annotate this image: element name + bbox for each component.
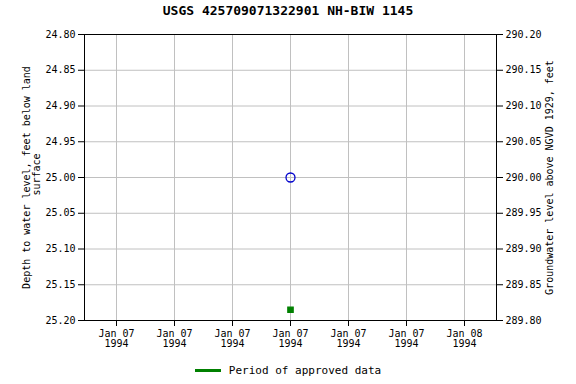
svg-text:Groundwater level above NGVD 1: Groundwater level above NGVD 1929, feet <box>544 60 555 295</box>
svg-text:290.20: 290.20 <box>506 29 542 40</box>
svg-text:24.95: 24.95 <box>45 136 75 147</box>
svg-text:289.95: 289.95 <box>506 207 542 218</box>
svg-text:290.00: 290.00 <box>506 172 542 183</box>
svg-text:Jan 071994: Jan 071994 <box>272 328 308 349</box>
svg-text:289.85: 289.85 <box>506 279 542 290</box>
svg-text:25.20: 25.20 <box>45 315 75 326</box>
svg-text:25.15: 25.15 <box>45 279 75 290</box>
svg-text:Jan 071994: Jan 071994 <box>388 328 424 349</box>
svg-text:25.10: 25.10 <box>45 243 75 254</box>
svg-text:24.90: 24.90 <box>45 100 75 111</box>
svg-text:25.00: 25.00 <box>45 172 75 183</box>
svg-text:Jan 071994: Jan 071994 <box>214 328 250 349</box>
svg-text:290.05: 290.05 <box>506 136 542 147</box>
svg-text:Jan 071994: Jan 071994 <box>156 328 192 349</box>
svg-text:290.15: 290.15 <box>506 64 542 75</box>
svg-text:Jan 081994: Jan 081994 <box>446 328 482 349</box>
svg-text:24.80: 24.80 <box>45 29 75 40</box>
svg-text:24.85: 24.85 <box>45 64 75 75</box>
svg-text:Depth to water level, feet bel: Depth to water level, feet below land su… <box>21 66 42 289</box>
svg-text:25.05: 25.05 <box>45 207 75 218</box>
svg-text:289.90: 289.90 <box>506 243 542 254</box>
svg-text:Jan 071994: Jan 071994 <box>98 328 134 349</box>
html-text:Period of approved data: Period of approved data <box>228 363 382 377</box>
svg-text:289.80: 289.80 <box>506 315 542 326</box>
svg-text:Jan 071994: Jan 071994 <box>330 328 366 349</box>
html-text:USGS 425709071322901 NH-BIW 11: USGS 425709071322901 NH-BIW 1145 <box>162 3 414 18</box>
svg-text:290.10: 290.10 <box>506 100 542 111</box>
